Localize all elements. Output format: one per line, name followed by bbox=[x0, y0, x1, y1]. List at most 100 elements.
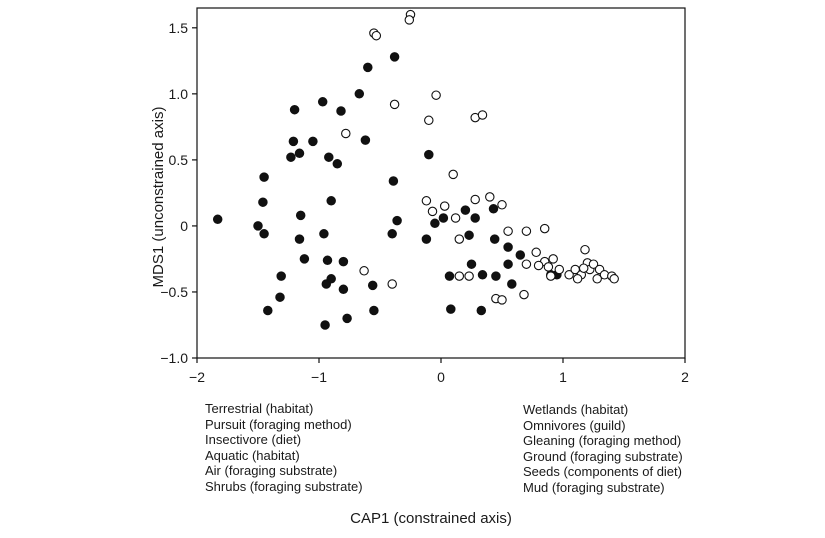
filled-point bbox=[294, 148, 305, 159]
filled-point bbox=[491, 271, 501, 281]
filled-point bbox=[342, 313, 352, 324]
filled-point bbox=[253, 221, 263, 231]
right-trait-item: Omnivores (guild) bbox=[523, 417, 626, 433]
open-point bbox=[503, 226, 513, 236]
open-point bbox=[389, 99, 400, 110]
filled-point bbox=[263, 305, 273, 316]
filled-point bbox=[446, 304, 456, 314]
right-trait-item: Wetlands (habitat) bbox=[523, 402, 629, 417]
open-point bbox=[519, 289, 529, 300]
right-trait-item: Gleaning (foraging method) bbox=[523, 433, 682, 449]
filled-point bbox=[259, 172, 269, 182]
open-point bbox=[450, 213, 461, 223]
open-point bbox=[359, 266, 369, 276]
filled-point bbox=[338, 284, 349, 295]
filled-point bbox=[326, 274, 336, 284]
open-point bbox=[341, 128, 351, 139]
open-point bbox=[592, 274, 602, 284]
open-point bbox=[448, 169, 458, 180]
filled-point bbox=[388, 176, 399, 186]
data-points bbox=[212, 9, 619, 330]
x-axis-title: CAP1 (constrained axis) bbox=[350, 510, 512, 527]
filled-point bbox=[367, 280, 378, 291]
open-point bbox=[431, 90, 441, 100]
filled-point bbox=[288, 136, 299, 147]
x-tick-label: −1 bbox=[311, 369, 327, 385]
filled-point bbox=[438, 213, 449, 223]
filled-point bbox=[286, 152, 296, 162]
filled-point bbox=[430, 218, 440, 229]
filled-point bbox=[275, 292, 285, 302]
filled-point bbox=[389, 52, 400, 62]
plot-frame bbox=[196, 7, 686, 359]
filled-point bbox=[464, 230, 474, 240]
y-axis: −1.0 −0.5 0 0.5 1.0 1.5 bbox=[160, 20, 197, 366]
y-tick-label: 0 bbox=[180, 218, 188, 234]
filled-point bbox=[360, 135, 371, 145]
open-point bbox=[578, 263, 589, 273]
filled-point bbox=[444, 271, 455, 281]
open-point bbox=[572, 274, 583, 284]
filled-point bbox=[460, 205, 471, 215]
open-point bbox=[454, 271, 465, 281]
open-point bbox=[464, 271, 474, 281]
right-trait-item: Seeds (components of diet) bbox=[523, 464, 682, 480]
filled-point bbox=[324, 152, 334, 162]
y-tick-label: 1.0 bbox=[169, 86, 189, 102]
filled-point bbox=[477, 270, 488, 280]
filled-point bbox=[503, 259, 513, 269]
open-point bbox=[497, 200, 507, 210]
open-point bbox=[539, 223, 550, 234]
filled-point bbox=[489, 234, 500, 244]
open-point bbox=[588, 259, 599, 269]
open-point bbox=[477, 110, 488, 120]
filled-point bbox=[515, 250, 526, 260]
filled-point bbox=[392, 215, 402, 226]
open-point bbox=[485, 192, 495, 202]
open-point bbox=[424, 115, 434, 126]
right-trait-item: Mud (foraging substrate) bbox=[523, 479, 665, 495]
left-trait-item: Terrestrial (habitat) bbox=[205, 401, 314, 416]
filled-point bbox=[308, 136, 318, 147]
left-trait-list: Terrestrial (habitat) Pursuit (foraging … bbox=[205, 401, 363, 495]
left-trait-item: Shrubs (foraging substrate) bbox=[205, 478, 363, 494]
filled-point bbox=[354, 89, 365, 99]
open-point bbox=[439, 201, 450, 211]
filled-point bbox=[322, 255, 333, 266]
filled-point bbox=[338, 256, 349, 267]
filled-point bbox=[470, 213, 480, 223]
open-point bbox=[554, 264, 565, 275]
open-point bbox=[521, 259, 532, 269]
y-axis-title: MDS1 (unconstrained axis) bbox=[150, 107, 167, 288]
filled-point bbox=[294, 234, 305, 244]
x-tick-label: −2 bbox=[189, 369, 205, 385]
open-point bbox=[427, 206, 438, 217]
open-point bbox=[546, 271, 556, 281]
open-point bbox=[470, 194, 480, 205]
filled-point bbox=[369, 305, 379, 316]
y-tick-label: −0.5 bbox=[160, 284, 188, 300]
filled-point bbox=[336, 106, 346, 116]
filled-point bbox=[332, 159, 343, 169]
open-point bbox=[531, 247, 541, 258]
open-point bbox=[609, 274, 619, 284]
x-tick-label: 1 bbox=[559, 369, 567, 385]
y-tick-label: 0.5 bbox=[169, 152, 189, 168]
y-tick-label: 1.5 bbox=[169, 20, 189, 36]
left-trait-item: Pursuit (foraging method) bbox=[205, 416, 352, 432]
filled-point bbox=[503, 242, 513, 252]
x-tick-label: 0 bbox=[437, 369, 445, 385]
filled-point bbox=[295, 210, 306, 221]
open-point bbox=[580, 244, 590, 255]
open-point bbox=[387, 279, 397, 289]
filled-point bbox=[363, 62, 373, 73]
open-point bbox=[404, 15, 415, 25]
open-point bbox=[543, 262, 554, 272]
filled-point bbox=[424, 149, 434, 160]
x-tick-label: 2 bbox=[681, 369, 689, 385]
open-point bbox=[548, 254, 558, 264]
open-point bbox=[521, 226, 532, 236]
filled-point bbox=[488, 204, 499, 214]
filled-point bbox=[476, 305, 487, 316]
